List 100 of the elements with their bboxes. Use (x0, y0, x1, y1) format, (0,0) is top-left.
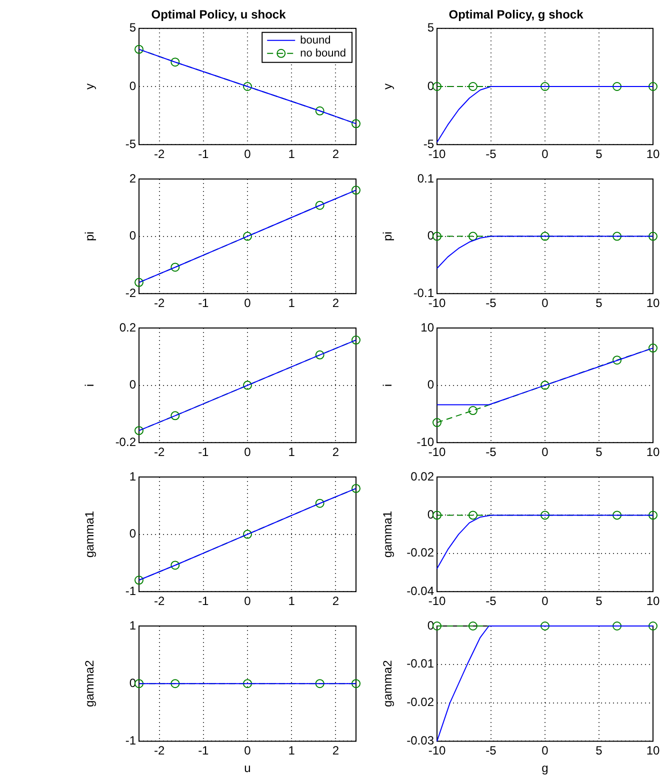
y-tick-label: 0 (129, 78, 136, 93)
legend-label: bound (300, 34, 331, 46)
x-tick-label: -2 (154, 296, 165, 310)
point (432, 418, 442, 428)
x-tick-label: 1 (288, 594, 296, 608)
y-axis-title: y (82, 84, 97, 90)
y-tick-label: -0.01 (406, 656, 434, 671)
point (648, 344, 658, 353)
point (612, 356, 622, 365)
x-tick-label: 5 (596, 296, 603, 310)
y-tick-label: 5 (129, 20, 136, 35)
y-tick-label: -0.02 (406, 695, 434, 710)
x-tick-label: 5 (596, 147, 603, 162)
chart-title: Optimal Policy, g shock (448, 8, 584, 22)
y-tick-label: -5 (423, 136, 434, 151)
x-tick-label: 10 (646, 594, 660, 608)
x-tick-label: -1 (198, 296, 210, 310)
x-tick-label: -2 (154, 147, 165, 162)
point (468, 406, 478, 416)
point (170, 560, 180, 570)
x-tick-label: 0 (244, 744, 252, 758)
x-tick-label: 2 (332, 296, 340, 310)
x-tick-label: 2 (332, 445, 340, 460)
y-tick-label: -0.04 (406, 584, 434, 598)
y-tick-label: -5 (125, 136, 136, 151)
x-tick-label: -1 (198, 744, 210, 758)
y-axis-title: gamma1 (82, 510, 97, 558)
x-axis-title: u (244, 761, 251, 776)
point (352, 186, 360, 195)
y-tick-label: 1 (129, 469, 136, 484)
x-tick-label: 10 (646, 296, 660, 310)
y-axis-title: gamma2 (380, 660, 395, 707)
x-tick-label: -1 (198, 594, 210, 608)
x-tick-label: -5 (486, 445, 497, 460)
y-tick-label: -10 (416, 434, 434, 449)
point (352, 119, 360, 128)
y-axis-title: pi (82, 232, 97, 241)
y-tick-label: -0.02 (406, 546, 434, 560)
x-tick-label: -5 (486, 296, 497, 310)
x-tick-label: 5 (596, 594, 603, 608)
point (352, 484, 360, 493)
y-tick-label: 0 (427, 378, 434, 392)
x-tick-label: 0 (244, 296, 252, 310)
y-tick-label: 2 (129, 171, 136, 186)
y-tick-label: 0.2 (119, 320, 136, 334)
y-tick-label: -0.03 (406, 734, 434, 748)
x-tick-label: -2 (154, 744, 165, 758)
point (315, 350, 324, 360)
y-tick-label: 5 (427, 20, 434, 35)
point (170, 58, 180, 67)
point (170, 262, 180, 272)
y-tick-label: 0 (129, 378, 136, 392)
x-tick-label: 0 (542, 744, 549, 758)
point (315, 498, 324, 508)
point (243, 380, 252, 390)
y-axis-title: gamma2 (82, 660, 97, 707)
y-tick-label: 0 (129, 526, 136, 541)
x-tick-label: 5 (596, 445, 603, 460)
point (134, 44, 144, 54)
y-tick-label: 0.02 (410, 469, 434, 484)
y-tick-label: -1 (125, 584, 136, 598)
x-tick-label: 10 (646, 147, 660, 162)
x-tick-label: 0 (542, 147, 549, 162)
x-tick-label: -5 (486, 744, 497, 758)
x-tick-label: 0 (542, 594, 549, 608)
legend-label: no bound (300, 47, 346, 60)
x-tick-label: -5 (486, 147, 497, 162)
point (315, 200, 324, 210)
x-tick-label: -2 (154, 594, 165, 608)
y-tick-label: -1 (125, 734, 136, 748)
x-tick-label: 10 (646, 744, 660, 758)
chart-title: Optimal Policy, u shock (151, 8, 286, 22)
x-tick-label: 5 (596, 744, 603, 758)
x-tick-label: -1 (198, 147, 210, 162)
x-tick-label: 10 (646, 445, 660, 460)
point (170, 411, 180, 420)
x-tick-label: 1 (288, 147, 296, 162)
point (134, 426, 144, 436)
x-tick-label: -1 (198, 445, 210, 460)
y-tick-label: -0.2 (115, 434, 136, 449)
x-tick-label: -5 (486, 594, 497, 608)
x-tick-label: 2 (332, 594, 340, 608)
x-tick-label: 0 (244, 147, 252, 162)
point (243, 232, 252, 241)
y-tick-label: 0 (129, 228, 136, 243)
x-tick-label: 1 (288, 445, 296, 460)
x-axis-title: g (542, 761, 548, 776)
x-tick-label: 1 (288, 296, 296, 310)
y-tick-label: 0.1 (417, 171, 434, 186)
point (315, 106, 324, 116)
y-tick-label: -2 (125, 286, 136, 300)
x-tick-label: 0 (542, 296, 549, 310)
x-tick-label: 2 (332, 744, 340, 758)
x-tick-label: 0 (244, 445, 252, 460)
y-tick-label: 1 (129, 618, 136, 632)
x-tick-label: 0 (542, 445, 549, 460)
x-tick-label: 0 (244, 594, 252, 608)
y-axis-title: y (380, 84, 395, 90)
x-tick-label: 2 (332, 147, 340, 162)
point (243, 530, 252, 539)
